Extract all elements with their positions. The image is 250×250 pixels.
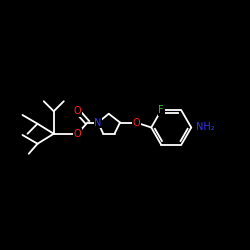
Text: F: F bbox=[158, 105, 164, 115]
Text: O: O bbox=[74, 106, 81, 116]
Text: NH₂: NH₂ bbox=[196, 122, 214, 132]
Text: N: N bbox=[94, 118, 102, 128]
Text: O: O bbox=[132, 118, 140, 128]
Text: O: O bbox=[74, 129, 81, 139]
